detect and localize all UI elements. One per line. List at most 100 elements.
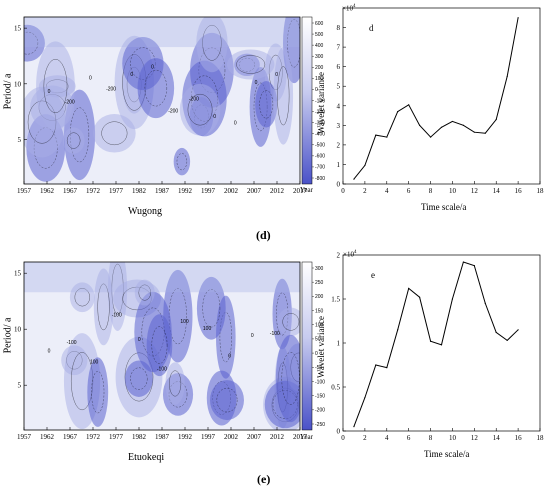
wavelet-xtick-label-d: 2017 [293, 187, 308, 195]
wavelet-contour [169, 370, 182, 397]
wavelet-xtick-label-e: 1972 [86, 433, 101, 441]
colorbar-tick-label-d: 200 [315, 65, 324, 71]
variance-point-e [484, 302, 486, 304]
wavelet-xtick-label-e: 1982 [132, 433, 147, 441]
colorbar-tick-label-d: -600 [315, 154, 325, 160]
wavelet-contour [144, 69, 168, 107]
wavelet-contour-label-e: -100 [270, 331, 280, 337]
wavelet-contour [24, 31, 39, 55]
variance-ytick-label-d: 5 [337, 83, 341, 91]
wavelet-contour [101, 121, 128, 146]
wavelet-field-e [24, 262, 300, 430]
colorbar-tick-label-d: -700 [315, 165, 325, 171]
wavelet-contour [168, 381, 188, 408]
variance-xtick-label-e: 6 [407, 434, 411, 442]
wavelet-contour [187, 93, 213, 126]
wavelet-contour-label-d: 0 [89, 75, 92, 81]
wavelet-contour-label-e: -100 [112, 313, 122, 319]
variance-xtick-label-e: 8 [429, 434, 433, 442]
wavelet-xtick-label-d: 1987 [155, 187, 170, 195]
wavelet-blob [196, 17, 228, 73]
wavelet-blob [146, 314, 173, 377]
variance-point-d [397, 111, 399, 113]
wavelet-field-d [24, 17, 300, 182]
colorbar-tick-label-e: 300 [315, 266, 324, 272]
colorbar-tick-label-d: -800 [315, 176, 325, 182]
wavelet-contour-label-d: -200 [189, 96, 199, 102]
wavelet-contour [91, 371, 105, 414]
variance-point-d [484, 132, 486, 134]
variance-series-line-e [353, 261, 519, 427]
wavelet-contour [287, 19, 300, 68]
variance-point-d [440, 126, 443, 128]
wavelet-blob [124, 360, 153, 397]
wavelet-contour-label-d: 0 [275, 72, 278, 78]
wavelet-contour [202, 289, 221, 328]
variance-point-d [353, 178, 355, 180]
wavelet-blob [255, 80, 278, 128]
wavelet-xlabel-d: Wugong [128, 206, 163, 217]
wavelet-blob [62, 127, 85, 154]
wavelet-contour [66, 132, 81, 149]
variance-xtick-label-e: 0 [341, 434, 345, 442]
wavelet-xtick-label-d: 1967 [63, 187, 78, 195]
caption-d: (d) [256, 228, 271, 242]
wavelet-contour [259, 90, 274, 119]
variance-point-d [386, 136, 388, 138]
wavelet-xtick-label-e: 2012 [270, 433, 285, 441]
wavelet-xtick-label-e: 1987 [155, 433, 170, 441]
variance-ytick-label-e: 0.5 [331, 384, 340, 392]
colorbar-tick-label-d: 400 [315, 43, 324, 49]
wavelet-xtick-label-e: 2007 [247, 433, 262, 441]
colorbar-tick-label-e: 200 [315, 294, 324, 300]
variance-ytick-label-d: 1 [337, 161, 341, 169]
variance-ytick-label-d: 2 [337, 141, 341, 149]
variance-xtick-label-d: 0 [341, 187, 345, 195]
colorbar-tick-label-d: 600 [315, 21, 324, 27]
colorbar-tick-label-d: 100 [315, 76, 324, 82]
variance-ytick-label-d: 7 [337, 44, 341, 52]
colorbar-tick-label-e: -100 [315, 379, 325, 385]
colorbar-tick-label-d: 500 [315, 32, 324, 38]
variance-ytick-label-d: 4 [337, 102, 341, 110]
variance-xtick-label-e: 18 [537, 434, 545, 442]
wavelet-contour [281, 352, 300, 405]
variance-panel-label-d: d [369, 23, 374, 33]
wavelet-blob [134, 279, 155, 306]
wavelet-ytick-label-d: 15 [14, 25, 22, 33]
wavelet-xtick-label-d: 2007 [247, 187, 262, 195]
wavelet-contour-label-d: -200 [65, 99, 75, 105]
wavelet-contour-label-d: 0 [234, 120, 237, 126]
wavelet-contour-label-d: 0 [151, 65, 154, 71]
variance-point-e [386, 367, 388, 369]
wavelet-xtick-label-d: 1997 [201, 187, 216, 195]
wavelet-xtick-label-e: 1992 [178, 433, 193, 441]
variance-point-e [451, 298, 454, 300]
variance-multiplier-d: ×104 [342, 4, 356, 13]
wavelet-blob [275, 334, 300, 423]
wavelet-contour-label-d: 0 [213, 114, 216, 120]
variance-xtick-label-d: 6 [407, 187, 411, 195]
colorbar-tick-label-d: -200 [315, 109, 325, 115]
wavelet-contour [97, 283, 110, 331]
wavelet-contour [282, 313, 300, 331]
wavelet-xtick-label-d: 1992 [178, 187, 193, 195]
variance-point-e [353, 426, 355, 428]
variance-xtick-label-e: 14 [493, 434, 501, 442]
variance-xtick-label-d: 12 [471, 187, 479, 195]
wavelet-blob [273, 46, 294, 145]
wavelet-blob [179, 83, 221, 136]
wavelet-contour [236, 55, 266, 74]
variance-xtick-label-d: 14 [493, 187, 501, 195]
variance-xlabel-e: Time scale/a [424, 449, 470, 459]
variance-ytick-label-e: 0 [337, 428, 341, 436]
variance-xtick-label-d: 2 [363, 187, 367, 195]
wavelet-contour [202, 24, 222, 61]
variance-xtick-label-e: 4 [385, 434, 389, 442]
wavelet-blob [210, 380, 244, 421]
variance-xtick-label-d: 18 [537, 187, 545, 195]
wavelet-contour [151, 326, 168, 364]
wavelet-blob [173, 147, 191, 176]
variance-point-e [473, 264, 475, 267]
